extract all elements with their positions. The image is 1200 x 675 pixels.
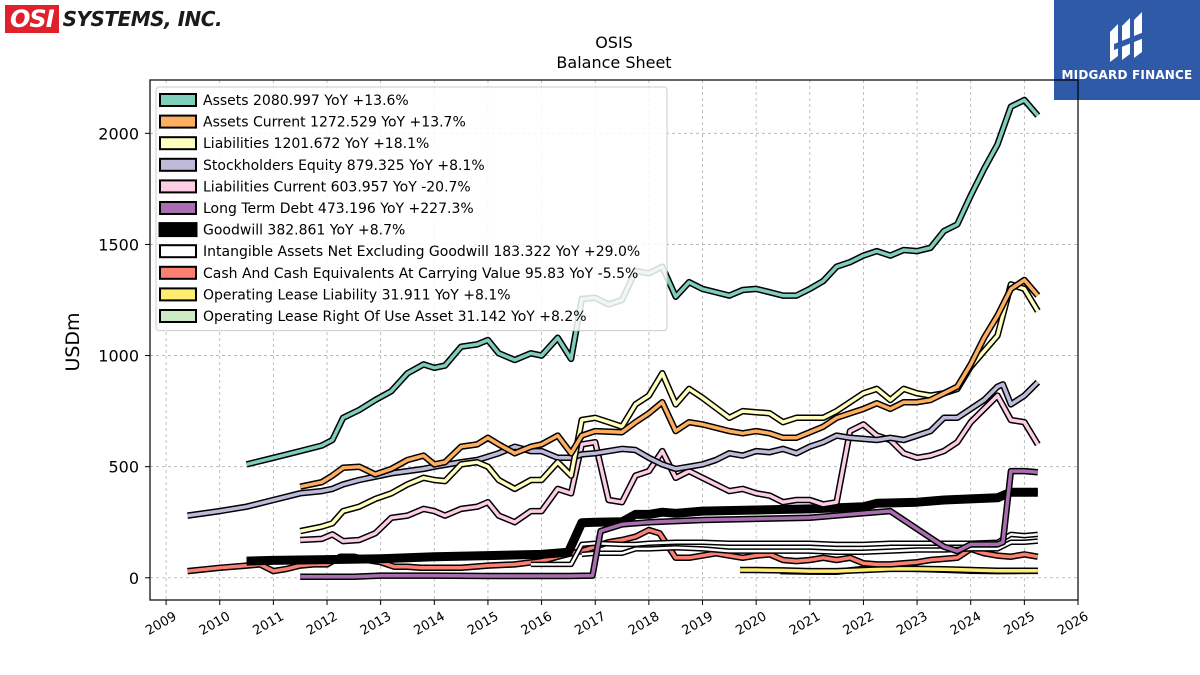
y-axis-label: USDm [62,312,84,371]
series-operating-lease-liability [740,565,1038,575]
midgard-emblem-icon [1110,12,1144,62]
chart-subtitle: Balance Sheet [556,53,671,72]
chart-title: OSIS [595,33,633,52]
legend-label: Liabilities 1201.672 YoY +18.1% [203,136,429,152]
legend-item: Long Term Debt 473.196 YoY +227.3% [159,201,474,217]
legend-swatch [159,287,197,302]
x-tick-label: 2017 [572,609,608,639]
series-intangible-lower- [581,538,1039,558]
series-assets-current [299,276,1041,490]
x-tick-label: 2022 [841,609,877,639]
legend-swatch [159,114,197,129]
legend-label: Operating Lease Right Of Use Asset 31.14… [203,309,587,325]
x-tick-label: 2020 [733,609,769,639]
x-tick-label: 2010 [197,609,233,639]
legend-label: Assets 2080.997 YoY +13.6% [203,93,409,109]
legend-label: Operating Lease Liability 31.911 YoY +8.… [203,287,511,303]
series-line [299,282,1040,533]
series-goodwill [246,487,1038,566]
legend-label: Goodwill 382.861 YoY +8.7% [203,223,405,239]
series-line [300,469,1038,579]
legend: Assets 2080.997 YoY +13.6% Assets Current… [155,86,668,332]
legend-item: Cash And Cash Equivalents At Carrying Va… [159,265,638,282]
x-tick-label: 2011 [251,609,287,639]
legend-swatch [159,157,197,172]
x-tick-label: 2025 [1002,609,1038,639]
legend-swatch [159,201,197,215]
legend-item: Operating Lease Right Of Use Asset 31.14… [159,309,587,325]
legend-swatch [159,93,197,107]
series-long-term-debt [300,467,1039,580]
x-tick-label: 2023 [894,609,930,639]
series-line [246,489,1038,565]
x-tick-label: 2021 [787,609,823,639]
series-layer [187,96,1041,580]
midgard-finance-name: MIDGARD FINANCE [1061,68,1193,82]
legend-swatch [159,265,197,280]
osi-logo-word: SYSTEMS, INC. [62,7,223,31]
osi-systems-logo: OSI SYSTEMS, INC. [5,4,223,34]
x-tick-label: 2016 [519,609,555,639]
osi-logo-mark: OSI [5,5,59,33]
x-tick-label: 2026 [1055,609,1091,639]
legend-item: Assets Current 1272.529 YoY +13.7% [159,114,466,131]
y-tick-label: 0 [129,569,139,588]
series-liabilities [299,281,1041,535]
legend-label: Stockholders Equity 879.325 YoY +8.1% [203,158,485,174]
plot-frame [149,79,1079,601]
legend-item: Goodwill 382.861 YoY +8.7% [158,222,405,239]
x-tick-label: 2012 [304,609,340,639]
legend-item: Liabilities 1201.672 YoY +18.1% [159,136,429,152]
x-tick-label: 2019 [680,609,716,639]
x-tick-label: 2014 [411,609,447,639]
series-line [740,567,1038,573]
legend-swatch [159,244,197,259]
legend-swatch [159,179,197,194]
y-tick-label: 500 [108,458,139,477]
legend-item: Stockholders Equity 879.325 YoY +8.1% [159,157,485,174]
legend-item: Assets 2080.997 YoY +13.6% [159,93,409,109]
legend-item: Operating Lease Liability 31.911 YoY +8.… [159,287,511,303]
legend-swatch [158,222,198,238]
series-stockholders-equity [187,379,1041,519]
legend-item: Intangible Assets Net Excluding Goodwill… [159,244,640,260]
series-line [581,539,1038,556]
x-tick-label: 2009 [143,609,179,639]
x-tick-label: 2018 [626,609,662,639]
x-tick-label: 2015 [465,609,501,639]
x-tick-label: 2013 [358,609,394,639]
series-line [299,278,1040,489]
legend-label: Intangible Assets Net Excluding Goodwill… [203,244,640,260]
legend-label: Long Term Debt 473.196 YoY +227.3% [203,201,474,217]
legend-label: Liabilities Current 603.957 YoY -20.7% [203,179,471,195]
legend-label: Cash And Cash Equivalents At Carrying Va… [203,266,638,282]
legend-item: Liabilities Current 603.957 YoY -20.7% [159,179,471,195]
y-tick-label: 1000 [98,347,139,366]
series-line [187,380,1040,518]
y-tick-label: 2000 [98,124,139,143]
legend-box [155,86,668,332]
legend-swatch [159,309,197,323]
x-tick-label: 2024 [948,609,984,639]
y-tick-label: 1500 [98,235,139,254]
legend-swatch [159,136,197,151]
legend-label: Assets Current 1272.529 YoY +13.7% [203,115,466,131]
